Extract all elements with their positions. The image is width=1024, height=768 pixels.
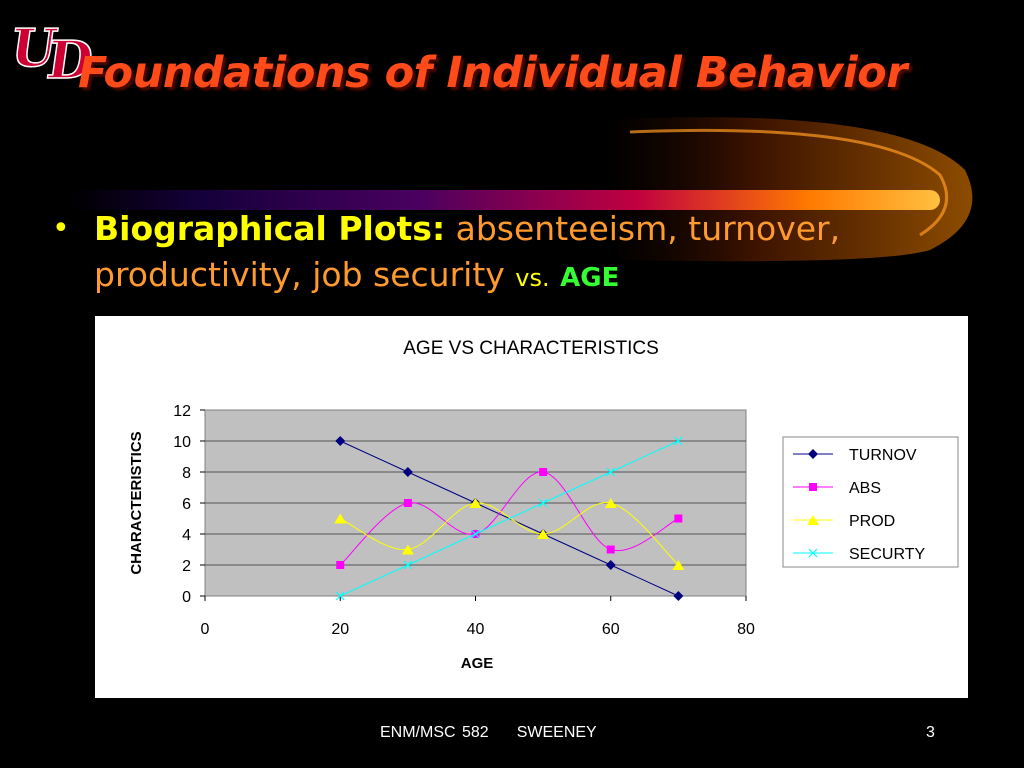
- legend-label-turnov: TURNOV: [849, 447, 917, 464]
- data-point-securty: [471, 529, 480, 539]
- chart-title: AGE VS CHARACTERISTICS: [403, 338, 659, 359]
- legend-label-abs: ABS: [849, 480, 881, 497]
- data-point-prod: [469, 498, 482, 508]
- data-point-prod: [672, 560, 685, 570]
- ud-logo: U D: [6, 14, 104, 91]
- series-group: [334, 436, 685, 601]
- svg-text:U: U: [14, 18, 61, 79]
- y-tick-label: 6: [182, 496, 191, 513]
- x-axis-label: AGE: [461, 655, 494, 672]
- y-tick-label: 2: [182, 558, 191, 575]
- legend-marker-turnov: [808, 449, 818, 459]
- bullet-age: AGE: [560, 263, 620, 293]
- data-point-turnov: [402, 467, 413, 477]
- line-chart: AGE VS CHARACTERISTICS 0 2 4 6 8 10 12 0 20 40 60…: [128, 338, 959, 672]
- legend-label-prod: PROD: [849, 513, 895, 530]
- data-point-securty: [606, 467, 616, 477]
- y-tick-label: 12: [173, 403, 191, 420]
- x-tick-label: 20: [331, 621, 349, 638]
- x-tick-label: 0: [201, 621, 210, 638]
- data-point-securty: [403, 560, 413, 570]
- bullet-topics-2: productivity, job security: [94, 255, 505, 294]
- data-point-securty: [538, 498, 548, 508]
- footer-course: ENM/MSC 582: [380, 724, 489, 741]
- y-tick-label: 8: [182, 465, 191, 482]
- chart-container: AGE VS CHARACTERISTICS 0 2 4 6 8 10 12 0 20 40 60…: [95, 316, 968, 698]
- legend-marker-prod: [807, 515, 819, 525]
- x-tick-label: 60: [602, 621, 620, 638]
- page-number: 3: [926, 724, 935, 741]
- y-tick-labels: 0 2 4 6 8 10 12: [173, 403, 191, 606]
- y-axis-label: CHARACTERISTICS: [128, 431, 145, 574]
- decorative-swoosh: [70, 117, 973, 262]
- series-line-abs: [339, 471, 679, 566]
- data-point-prod: [537, 529, 550, 539]
- footer-author: SWEENEY: [516, 724, 597, 741]
- data-point-prod: [401, 544, 414, 555]
- data-point-securty: [673, 436, 683, 446]
- data-point-turnov: [673, 591, 684, 601]
- bullet-vs: vs.: [515, 264, 550, 292]
- bullet-dot-icon: •: [52, 211, 70, 246]
- bullet-topics-1: absenteeism, turnover,: [455, 209, 841, 248]
- x-tick-label: 40: [467, 621, 485, 638]
- data-point-abs: [403, 499, 412, 507]
- data-point-abs: [539, 468, 548, 476]
- x-tick-label: 80: [737, 621, 755, 638]
- y-tick-label: 0: [182, 589, 191, 606]
- slide-title: Foundations of Individual Behavior: [78, 48, 907, 98]
- y-tick-label: 10: [173, 434, 191, 451]
- bullet-lead: Biographical Plots:: [94, 209, 446, 248]
- data-point-abs: [336, 561, 345, 569]
- data-point-abs: [606, 545, 615, 554]
- legend-marker-abs: [809, 483, 817, 491]
- x-tick-labels: 0 20 40 60 80: [201, 621, 755, 638]
- legend-marker-securty: [808, 548, 818, 558]
- series-line-securty: [340, 440, 679, 597]
- legend-box: [782, 436, 959, 568]
- y-tick-label: 4: [182, 527, 191, 544]
- chart-legend: TURNOV ABS PROD SECURTY: [782, 436, 959, 568]
- data-point-prod: [604, 498, 617, 508]
- data-point-prod: [334, 513, 347, 524]
- footer-text: ENM/MSC 582 SWEENEY: [380, 724, 597, 742]
- bullet-point: • Biographical Plots: absenteeism, turno…: [52, 206, 912, 301]
- legend-label-securty: SECURTY: [849, 546, 925, 563]
- data-point-abs: [674, 514, 683, 523]
- data-point-turnov: [335, 436, 346, 446]
- svg-text:D: D: [43, 30, 97, 84]
- data-point-turnov: [605, 560, 616, 570]
- data-point-securty: [335, 591, 345, 601]
